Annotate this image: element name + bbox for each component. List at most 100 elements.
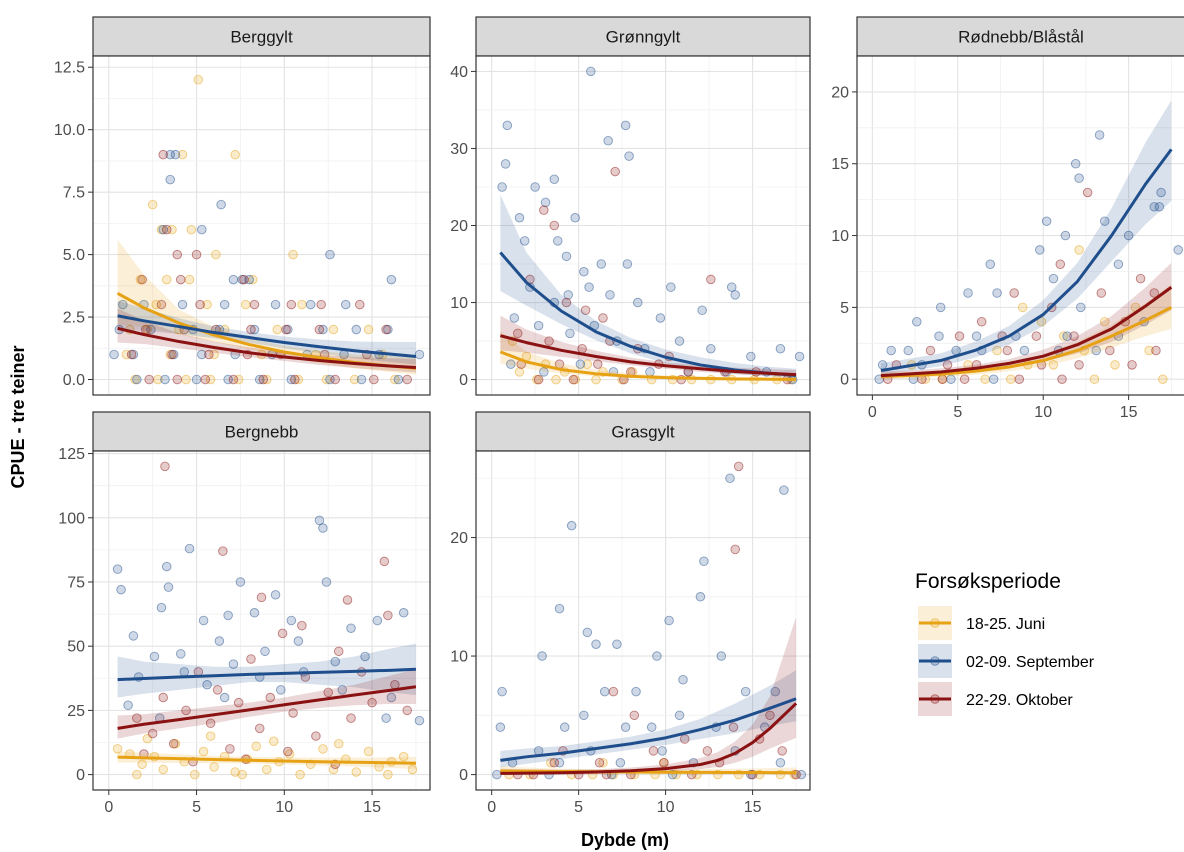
y-tick-label: 0 [76, 767, 85, 784]
data-point [565, 328, 575, 339]
data-point [158, 764, 168, 775]
data-point [502, 120, 513, 131]
y-tick-label: 0 [840, 372, 849, 389]
data-point [281, 324, 291, 335]
ci-ribbon-bergnebb-02-09-september [117, 643, 416, 698]
data-point [1127, 360, 1137, 370]
data-point [228, 659, 239, 669]
x-axis-title: Dybde (m) [581, 830, 669, 850]
plot-content-grasgylt [492, 461, 807, 780]
data-point [305, 299, 316, 310]
data-point [147, 199, 158, 210]
y-tick-label: 30 [450, 141, 468, 158]
data-point [622, 259, 633, 269]
data-point [593, 359, 603, 369]
data-point [197, 224, 207, 235]
data-point [151, 299, 161, 310]
data-point [509, 313, 520, 323]
plot-content-bergnebb [112, 461, 425, 780]
data-point [230, 767, 240, 777]
facet-panels: Berggylt 0.0 2.5 5.0 7.5 10.0 12.5 Grønngylt 0 10… [54, 16, 1184, 816]
data-point [959, 374, 970, 384]
data-point [356, 374, 367, 385]
data-point [262, 764, 272, 775]
data-point [277, 628, 288, 639]
data-point [200, 374, 211, 385]
data-point [594, 757, 605, 768]
data-point [1055, 259, 1066, 270]
x-tick-label: 5 [574, 799, 583, 816]
data-point [544, 336, 554, 346]
data-point [132, 374, 142, 385]
data-point [233, 697, 244, 708]
data-point [295, 769, 305, 780]
legend: Forsøksperiode 18-25. Juni 02-09. Septemb… [915, 570, 1095, 716]
data-point [695, 592, 706, 602]
strip-label-rodnebb-blastal: Rødnebb/Blåstål [958, 28, 1084, 47]
data-point [165, 174, 175, 185]
panel-bergnebb: Bergnebb 0 25 50 75 100 125 0 5 10 15 [58, 411, 431, 816]
data-point [598, 757, 608, 768]
data-point [775, 344, 786, 354]
data-point [223, 610, 233, 621]
data-point [398, 751, 409, 762]
data-point [161, 274, 172, 285]
data-point [318, 523, 328, 533]
data-point [211, 249, 221, 260]
strip-berggylt [92, 16, 431, 57]
data-point [269, 736, 279, 746]
data-point [1058, 331, 1069, 341]
data-point [1070, 158, 1081, 169]
strip-label-berggylt: Berggylt [230, 28, 293, 47]
data-point [561, 251, 572, 262]
data-point [330, 374, 340, 385]
data-point [586, 66, 596, 77]
data-point [349, 374, 360, 385]
data-point [728, 722, 739, 732]
data-point [128, 631, 139, 641]
legend-key-point [930, 618, 940, 628]
data-point [566, 520, 577, 531]
data-point [706, 274, 716, 285]
data-point [160, 461, 170, 472]
data-point [1057, 374, 1067, 384]
legend-key-point [930, 656, 940, 666]
data-point [205, 374, 216, 385]
fit-line-berggylt-02-09-september [117, 314, 417, 359]
data-point [216, 199, 226, 210]
data-point [605, 290, 615, 300]
data-point [197, 349, 207, 360]
data-point [495, 722, 506, 732]
data-point [1151, 345, 1161, 356]
data-point [214, 636, 225, 646]
data-point [202, 299, 212, 310]
data-point [612, 639, 622, 649]
data-point [903, 345, 914, 356]
data-point [582, 627, 593, 638]
ci-ribbon-rodnebb-blastal-02-09-september [880, 100, 1172, 375]
data-point [184, 274, 195, 285]
strip-rodnebb-blastal [856, 16, 1184, 57]
data-point [976, 316, 987, 327]
data-point [219, 299, 230, 310]
data-point [777, 746, 787, 756]
x-tick-label: 10 [1034, 404, 1052, 421]
data-point [363, 324, 374, 335]
gridlines-gronngylt [476, 56, 810, 395]
plot-content-rodnebb-blastal [874, 100, 1183, 384]
data-point [228, 374, 239, 385]
data-point [160, 374, 170, 385]
ci-ribbon-gronngylt-18-25-juni [500, 331, 797, 380]
data-point [290, 374, 300, 385]
data-point [554, 603, 565, 614]
data-point [156, 602, 167, 613]
fit-line-rodnebb-blastal-18-25-juni [880, 306, 1173, 378]
data-point [237, 769, 247, 780]
data-point [369, 374, 379, 385]
data-point [165, 149, 175, 160]
data-point [530, 182, 540, 192]
data-point [172, 374, 182, 385]
data-point [549, 174, 560, 185]
legend-item-02-09-september: 02-09. September [918, 644, 1095, 678]
